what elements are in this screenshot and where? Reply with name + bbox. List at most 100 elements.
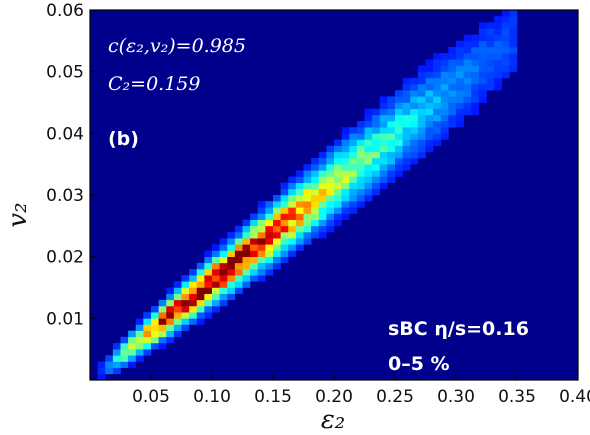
heatmap-cell (318, 207, 327, 214)
heatmap-cell (219, 299, 228, 307)
heatmap-cell (410, 145, 419, 153)
heatmap-cell (410, 108, 419, 116)
heatmap-cell (204, 269, 213, 276)
heatmap-cell (341, 195, 350, 202)
heatmap-cell (265, 201, 274, 208)
heatmap-cell (181, 318, 190, 325)
heatmap-cell (326, 158, 335, 165)
heatmap-cell (433, 108, 442, 116)
heatmap-cell (112, 349, 121, 356)
heatmap-cell (273, 225, 281, 233)
heatmap-cell (395, 151, 403, 159)
heatmap-cell (204, 312, 213, 319)
y-tick-label: 0.02 (46, 248, 84, 268)
heatmap-cell (440, 108, 449, 116)
heatmap-cell (227, 238, 236, 245)
heatmap-cell (189, 275, 198, 282)
heatmap-cell (379, 121, 388, 128)
heatmap-cell (410, 151, 419, 159)
heatmap-cell (234, 275, 243, 282)
heatmap-cell (334, 207, 342, 214)
heatmap-cell (204, 287, 213, 294)
heatmap-cell (326, 151, 335, 159)
heatmap-cell (402, 151, 411, 159)
heatmap-cell (425, 102, 434, 109)
heatmap-cell (433, 96, 442, 103)
heatmap-cell (143, 312, 152, 319)
heatmap-cell (417, 145, 426, 153)
heatmap-cell (448, 71, 457, 79)
heatmap-cell (372, 176, 381, 183)
heatmap-cell (318, 219, 327, 227)
heatmap-cell (433, 133, 442, 140)
heatmap-cell (227, 262, 236, 270)
heatmap-cell (494, 47, 503, 54)
heatmap-cell (257, 238, 266, 245)
heatmap-cell (440, 53, 449, 60)
heatmap-cell (440, 96, 449, 103)
heatmap-cell (471, 71, 480, 79)
heatmap-cell (364, 195, 373, 202)
heatmap-cell (349, 145, 358, 153)
heatmap-cell (257, 275, 266, 282)
heatmap-cell (494, 65, 503, 72)
heatmap-cell (265, 219, 274, 227)
heatmap-cell (402, 164, 411, 171)
heatmap-cell (303, 182, 312, 190)
heatmap-cell (288, 250, 297, 257)
heatmap-cell (212, 299, 220, 307)
heatmap-cell (395, 127, 403, 134)
heatmap-cell (250, 269, 259, 276)
heatmap-cell (478, 77, 487, 85)
heatmap-cell (257, 201, 266, 208)
heatmap-cell (417, 84, 426, 91)
heatmap-cell (356, 188, 365, 196)
heatmap-cell (372, 182, 381, 190)
heatmap-cell (196, 312, 205, 319)
heatmap-cell (402, 96, 411, 103)
heatmap-cell (135, 336, 144, 344)
heatmap-cell (166, 299, 175, 307)
heatmap-cell (311, 170, 320, 177)
heatmap-cell (494, 53, 503, 60)
heatmap-cell (478, 71, 487, 79)
heatmap-cell (135, 343, 144, 350)
heatmap-cell (410, 133, 419, 140)
heatmap-cell (257, 269, 266, 276)
heatmap-cell (494, 71, 503, 79)
heatmap-cell (295, 195, 304, 202)
heatmap-cell (341, 133, 350, 140)
heatmap-cell (501, 22, 510, 29)
heatmap-cell (135, 355, 144, 362)
heatmap-cell (410, 102, 419, 109)
heatmap-cell (395, 96, 403, 103)
heatmap-cell (212, 275, 220, 282)
heatmap-cell (425, 121, 434, 128)
heatmap-cell (417, 102, 426, 109)
heatmap-cell (242, 232, 251, 239)
heatmap-cell (273, 232, 281, 239)
heatmap-cell (364, 176, 373, 183)
heatmap-cell (265, 225, 274, 233)
heatmap-cell (295, 225, 304, 233)
heatmap-cell (433, 65, 442, 72)
heatmap-cell (433, 77, 442, 85)
heatmap-cell (349, 207, 358, 214)
heatmap-cell (288, 213, 297, 220)
heatmap-cell (295, 170, 304, 177)
heatmap-cell (395, 145, 403, 153)
heatmap-cell (151, 312, 159, 319)
heatmap-cell (128, 355, 137, 362)
heatmap-cell (463, 102, 472, 109)
heatmap-cell (189, 281, 198, 288)
heatmap-cell (417, 151, 426, 159)
heatmap-cell (295, 213, 304, 220)
heatmap-cell (257, 213, 266, 220)
heatmap-cell (478, 53, 487, 60)
heatmap-cell (280, 188, 289, 196)
heatmap-cell (212, 250, 220, 257)
heatmap-cell (478, 59, 487, 66)
heatmap-cell (151, 306, 159, 313)
heatmap-cell (486, 47, 495, 54)
heatmap-cell (501, 10, 510, 17)
